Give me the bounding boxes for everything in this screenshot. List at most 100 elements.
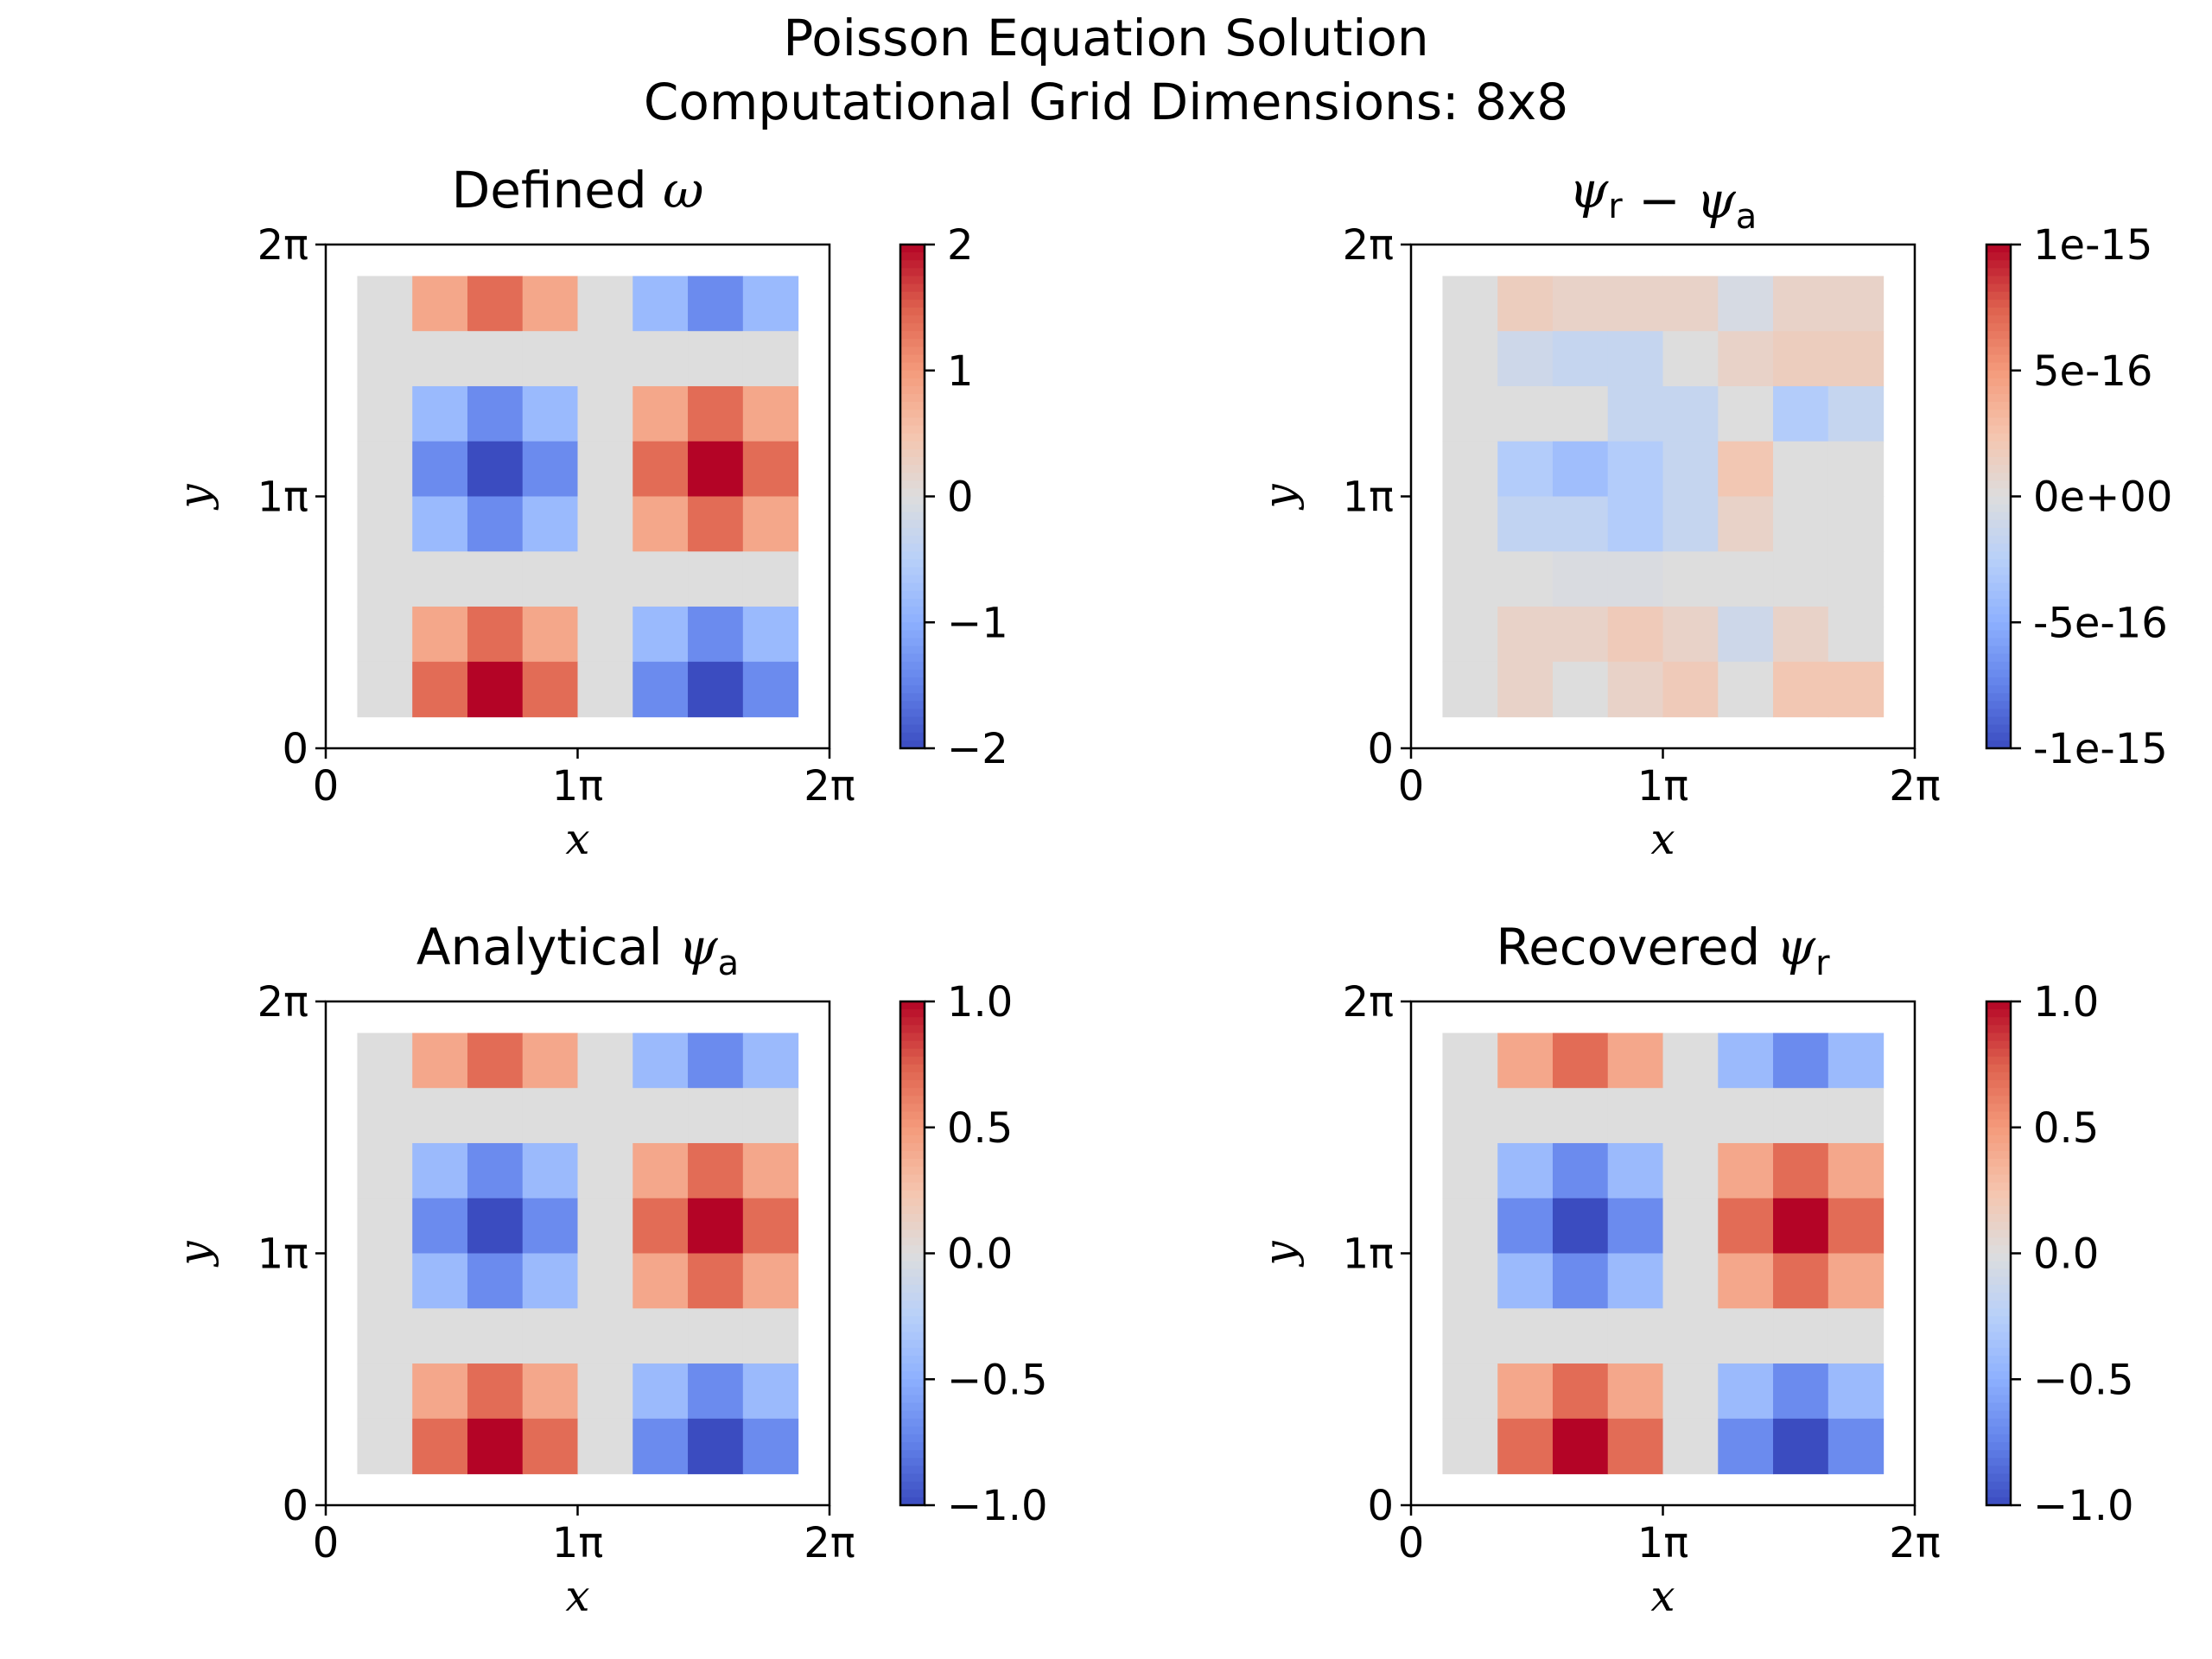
colorbar-segment <box>1986 1213 2011 1223</box>
colorbar-segment <box>900 709 925 718</box>
colorbar-segment <box>1986 1182 2011 1192</box>
heatmap-cell <box>1552 496 1609 552</box>
heatmap-cell <box>1718 1308 1774 1364</box>
colorbar-segment <box>900 1198 925 1207</box>
colorbar-segment <box>1986 1222 2011 1230</box>
heatmap-cell <box>522 1198 579 1255</box>
heatmap-cell <box>1442 1142 1498 1199</box>
heatmap-cell <box>1718 1418 1774 1475</box>
colorbar-segment <box>1986 1497 2011 1506</box>
colorbar-segment <box>900 465 925 474</box>
y-tick-label: 1π <box>257 1230 308 1279</box>
colorbar-segment <box>1986 1395 2011 1404</box>
colorbar-segment <box>1986 1151 2011 1160</box>
colorbar-segment <box>900 283 925 293</box>
colorbar-segment <box>1986 1205 2011 1215</box>
heatmap-cell <box>688 1198 744 1255</box>
colorbar-segment <box>1986 276 2011 285</box>
heatmap-cell <box>632 385 689 442</box>
heatmap-cell <box>357 1253 413 1309</box>
colorbar-tick-label: 0.0 <box>2033 1230 2099 1279</box>
colorbar-segment <box>1986 1379 2011 1388</box>
colorbar-segment <box>1986 567 2011 576</box>
colorbar-segment <box>1986 1237 2011 1246</box>
colorbar-segment <box>900 252 925 261</box>
colorbar-segment <box>900 1465 925 1475</box>
colorbar-segment <box>900 638 925 647</box>
colorbar-tick-label: 0.5 <box>2033 1104 2099 1153</box>
heatmap-cell <box>1607 1198 1664 1255</box>
heatmap-cell <box>1773 1363 1829 1420</box>
heatmap-cell <box>1607 551 1664 607</box>
heatmap-cell <box>688 1033 744 1089</box>
colorbar-segment <box>900 260 925 269</box>
heatmap-cell <box>1773 1198 1829 1255</box>
heatmap-cell <box>1773 1418 1829 1475</box>
colorbar-segment <box>1986 1190 2011 1199</box>
heatmap-cell <box>688 1253 744 1309</box>
colorbar-segment <box>1986 1458 2011 1467</box>
heatmap-cell <box>522 385 579 442</box>
colorbar-segment <box>1986 417 2011 427</box>
colorbar-tick-label: 1.0 <box>2033 978 2099 1027</box>
heatmap-cell <box>522 441 579 498</box>
colorbar-segment <box>900 1033 925 1042</box>
heatmap-cell <box>412 441 468 498</box>
colorbar-segment <box>1986 402 2011 410</box>
colorbar-segment <box>1986 512 2011 521</box>
heatmap-cell <box>1607 1253 1664 1309</box>
heatmap-cell <box>577 1198 633 1255</box>
colorbar-segment <box>1986 323 2011 332</box>
heatmap-cell <box>412 607 468 663</box>
heatmap-cell <box>577 607 633 663</box>
heatmap-cell <box>1827 1033 1885 1089</box>
colorbar-segment <box>900 607 925 615</box>
heatmap-cell <box>1773 1088 1829 1144</box>
colorbar-segment <box>900 1355 925 1364</box>
colorbar-segment <box>900 433 925 442</box>
heatmap-cell <box>688 385 744 442</box>
heatmap-cell <box>1718 607 1774 663</box>
heatmap-cell <box>412 1198 468 1255</box>
colorbar-segment <box>900 527 925 537</box>
heatmap-cell <box>1497 385 1554 442</box>
colorbar-segment <box>1986 1025 2011 1034</box>
colorbar-segment <box>1986 385 2011 395</box>
heatmap-cell <box>1718 331 1774 387</box>
heatmap-cell <box>467 1142 524 1199</box>
colorbar-segment <box>900 331 925 340</box>
colorbar-segment <box>1986 1410 2011 1420</box>
colorbar-tick-label: −1 <box>947 599 1008 647</box>
colorbar-segment <box>900 1418 925 1427</box>
heatmap-cell <box>1662 1088 1719 1144</box>
heatmap-cell <box>577 1253 633 1309</box>
heatmap-cell <box>412 661 468 718</box>
heatmap-cell <box>1773 441 1829 498</box>
colorbar-segment <box>1986 1001 2011 1010</box>
colorbar-tick-label: −0.5 <box>2033 1356 2134 1404</box>
colorbar-segment <box>900 1142 925 1152</box>
heatmap-cell <box>632 1308 689 1364</box>
colorbar-segment <box>1986 740 2011 749</box>
heatmap-cell <box>1607 1418 1664 1475</box>
x-tick-label: 1π <box>1637 1519 1688 1567</box>
colorbar-segment <box>1986 1387 2011 1396</box>
heatmap-cell <box>577 441 633 498</box>
colorbar-segment <box>1986 1056 2011 1065</box>
colorbar-tick-label: -5e-16 <box>2033 599 2168 647</box>
colorbar-segment <box>900 701 925 710</box>
heatmap-cell <box>522 1253 579 1309</box>
colorbar-segment <box>900 1324 925 1333</box>
x-tick-label: 1π <box>1637 762 1688 810</box>
colorbar: 1e-15 5e-16 0e+00 -5e-16 -1e-15 <box>1985 221 2172 773</box>
colorbar-segment <box>900 299 925 308</box>
figure-title-line2: Computational Grid Dimensions: 8x8 <box>644 73 1568 131</box>
heatmap-cell <box>1662 1142 1719 1199</box>
y-tick-label: 0 <box>1367 725 1394 773</box>
heatmap-cell <box>632 441 689 498</box>
colorbar-segment <box>1986 283 2011 293</box>
colorbar-segment <box>900 1151 925 1160</box>
colorbar-segment <box>1986 1142 2011 1152</box>
colorbar-segment <box>1986 315 2011 324</box>
heatmap-cell <box>1607 441 1664 498</box>
